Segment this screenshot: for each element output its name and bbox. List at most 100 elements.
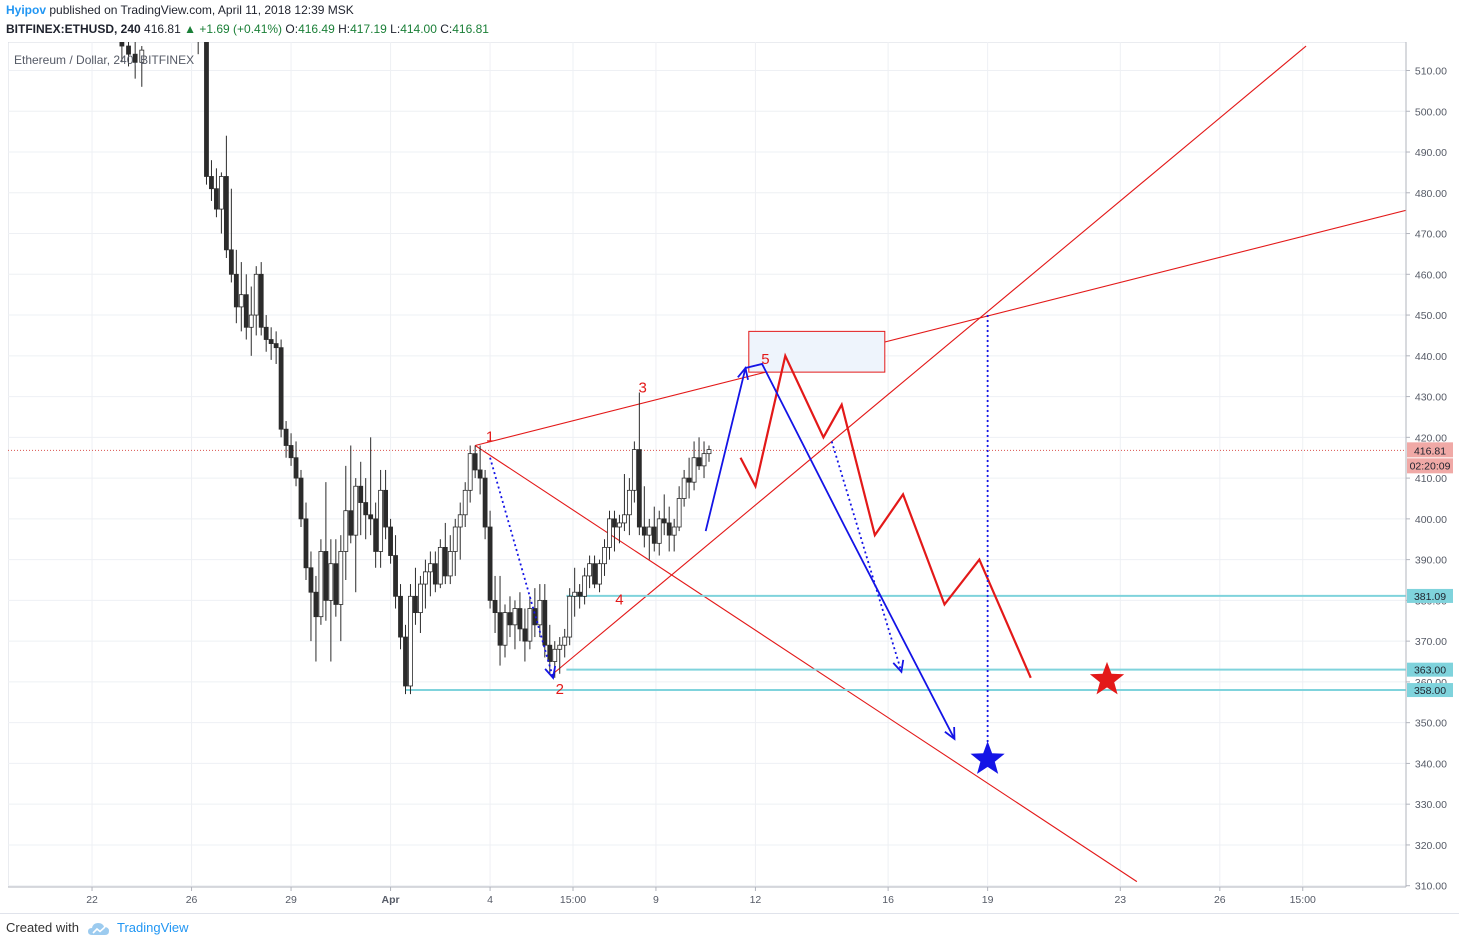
price-tick-label: 460.00: [1415, 269, 1447, 281]
high-value: 417.19: [350, 22, 387, 36]
support-level-label: 363.00: [1414, 665, 1446, 677]
candle-down: [383, 489, 388, 528]
candle-down: [228, 249, 234, 275]
candle-down: [393, 555, 398, 597]
time-tick-label: 4: [487, 894, 493, 906]
candle-up: [537, 599, 543, 626]
plot-frame: [8, 42, 1406, 887]
candle-down: [612, 518, 617, 528]
candle-down: [278, 347, 284, 430]
close-key: C:: [440, 22, 453, 36]
candle-down: [641, 526, 647, 536]
support-level-badge: [1407, 683, 1453, 698]
candle-up: [457, 514, 463, 528]
ohlc-bar: BITFINEX:ETHUSD, 240 416.81 ▲ +1.69 (+0.…: [6, 22, 489, 36]
candle-down: [273, 343, 279, 349]
candle-up: [622, 514, 627, 524]
wave-label: 1: [486, 428, 494, 445]
trendline: [474, 445, 1138, 883]
candle-up: [701, 453, 707, 467]
candle-up: [338, 551, 344, 605]
high-key: H:: [338, 22, 351, 36]
candle-down: [398, 595, 403, 638]
candle-down: [388, 526, 393, 556]
candle-up: [607, 518, 612, 548]
blue-dotted-arrow-head-1: [544, 665, 557, 680]
last-price-label: 416.81: [1414, 445, 1446, 457]
candle-up: [631, 449, 637, 491]
change-arrow-icon: ▲: [184, 22, 196, 36]
candle-up: [567, 595, 573, 638]
candle-down: [547, 644, 553, 662]
red-projection-path: [739, 352, 1032, 679]
candle-down: [517, 608, 523, 630]
wave-label: 4: [615, 591, 623, 608]
candle-down: [577, 591, 583, 597]
tradingview-link[interactable]: TradingView: [117, 920, 189, 935]
author-name[interactable]: Hyipov: [6, 3, 47, 17]
candle-up: [343, 510, 349, 552]
candle-up: [676, 498, 682, 528]
change-value: +1.69 (+0.41%): [199, 22, 283, 36]
footer: Created with TradingView: [0, 913, 1459, 946]
candle-down: [442, 546, 448, 577]
last-price-badge: [1407, 442, 1453, 458]
candle-down: [313, 591, 319, 618]
candle-up: [527, 608, 533, 642]
candle-up: [512, 608, 518, 626]
candle-down: [233, 273, 239, 308]
candle-up: [318, 551, 324, 618]
price-tick-label: 410.00: [1415, 473, 1447, 485]
candle-up: [196, 30, 200, 38]
price-tick-label: 450.00: [1415, 310, 1447, 322]
trendlines: [474, 45, 1406, 883]
candle-up: [139, 49, 145, 63]
candle-down: [507, 612, 513, 626]
candle-down: [403, 636, 408, 687]
candle-up: [427, 563, 433, 573]
blue-arrow-head-down: [944, 726, 956, 741]
price-tick-label: 320.00: [1415, 840, 1447, 852]
published-text: published on TradingView.com, April 11, …: [49, 3, 354, 17]
candle-down: [661, 518, 667, 524]
time-tick-label: 16: [882, 894, 894, 906]
candle-down: [209, 176, 214, 190]
blue-arrow-head-up: [737, 366, 749, 380]
candle-down: [522, 628, 528, 642]
candle-down: [298, 477, 304, 520]
candle-up: [706, 449, 712, 455]
price-tick-label: 500.00: [1415, 106, 1447, 118]
candle-down: [413, 595, 418, 614]
candle-up: [587, 563, 592, 577]
wave-label: 2: [556, 681, 564, 698]
candle-up: [328, 563, 334, 601]
candle-up: [253, 273, 259, 316]
candle-up: [353, 485, 359, 536]
candle-down: [348, 510, 354, 536]
price-tick-label: 350.00: [1415, 718, 1447, 730]
symbol-label: BITFINEX:ETHUSD, 240: [6, 22, 141, 36]
time-tick-label: Apr: [382, 894, 400, 906]
candle-down: [308, 567, 314, 593]
candle-up: [646, 526, 652, 536]
candle-up: [582, 575, 588, 597]
target-zone-box: [748, 330, 886, 373]
candle-up: [238, 294, 244, 308]
support-level-label: 358.00: [1414, 685, 1446, 697]
time-axis: 22 26 29 Apr 4 15:00 9 12 16 19 23 26 15:00: [8, 886, 1406, 906]
trendline: [552, 45, 1307, 675]
chart-grid: [8, 42, 1406, 887]
candle-down: [487, 526, 493, 601]
countdown-label: 02:20:09: [1410, 460, 1451, 472]
candle-down: [283, 428, 289, 446]
candle-down: [651, 526, 657, 544]
price-tick-label: 370.00: [1415, 636, 1447, 648]
horizontal-levels: [8, 449, 1406, 692]
created-with-text: Created with: [6, 920, 79, 935]
candle-up: [562, 636, 568, 646]
time-tick-label: 15:00: [1290, 894, 1316, 906]
candle-down: [636, 449, 642, 528]
blue-dotted-move-2: [830, 441, 903, 672]
candle-up: [422, 571, 428, 585]
